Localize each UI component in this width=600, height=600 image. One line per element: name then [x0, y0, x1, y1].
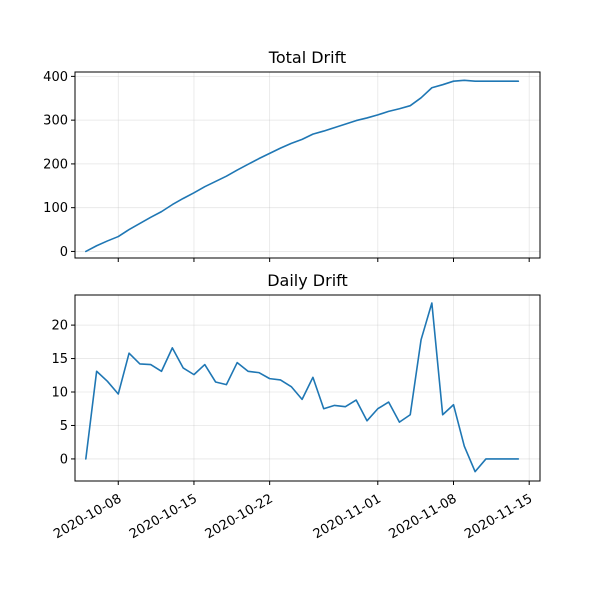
total-axes-frame: [74, 71, 541, 259]
daily-xtick-label-5: 2020-11-15: [462, 491, 535, 542]
total-ytick-label-2: 200: [43, 157, 68, 172]
daily-drift-line: [85, 302, 520, 473]
daily-ytick-label-1: 5: [60, 419, 68, 434]
daily-xtick-label-1: 2020-10-15: [127, 491, 200, 542]
daily-xtick-label-2: 2020-10-22: [203, 491, 276, 542]
daily-xtick-label-4: 2020-11-08: [387, 491, 460, 542]
total-drift-panel: 0 100 200 300 400 Total Drift: [43, 48, 541, 262]
daily-ytick-label-0: 0: [60, 452, 68, 467]
total-ytick-label-3: 300: [43, 114, 68, 129]
daily-drift-panel: 0 5 10 15 20 2020-10-08 2020-10-15 2020-10-22 20…: [51, 271, 541, 542]
daily-xtick-label-0: 2020-10-08: [51, 491, 124, 542]
daily-ytick-label-2: 10: [51, 386, 68, 401]
total-ytick-label-4: 400: [43, 70, 68, 85]
daily-axes-frame: [74, 294, 541, 482]
daily-xtick-label-3: 2020-11-01: [311, 491, 384, 542]
total-drift-line: [85, 79, 520, 253]
total-chart-title: Total Drift: [268, 48, 346, 67]
total-ytick-label-1: 100: [43, 201, 68, 216]
daily-ytick-label-4: 20: [51, 319, 68, 334]
total-ytick-label-0: 0: [60, 245, 68, 260]
daily-ytick-label-3: 15: [51, 352, 68, 367]
daily-chart-title: Daily Drift: [267, 271, 348, 290]
